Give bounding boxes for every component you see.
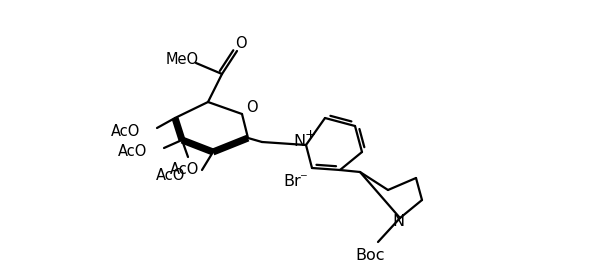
Text: AcO: AcO <box>111 124 140 139</box>
Text: N: N <box>293 134 305 150</box>
Text: AcO: AcO <box>170 163 200 177</box>
Text: AcO: AcO <box>118 145 147 160</box>
Text: O: O <box>246 100 258 115</box>
Text: +: + <box>304 128 316 140</box>
Text: MeO: MeO <box>165 52 199 68</box>
Text: AcO: AcO <box>155 168 185 182</box>
Text: N: N <box>392 214 404 230</box>
Text: ⁻: ⁻ <box>299 171 307 187</box>
Text: Boc: Boc <box>355 248 385 262</box>
Text: Br: Br <box>283 174 301 190</box>
Text: O: O <box>235 36 247 52</box>
